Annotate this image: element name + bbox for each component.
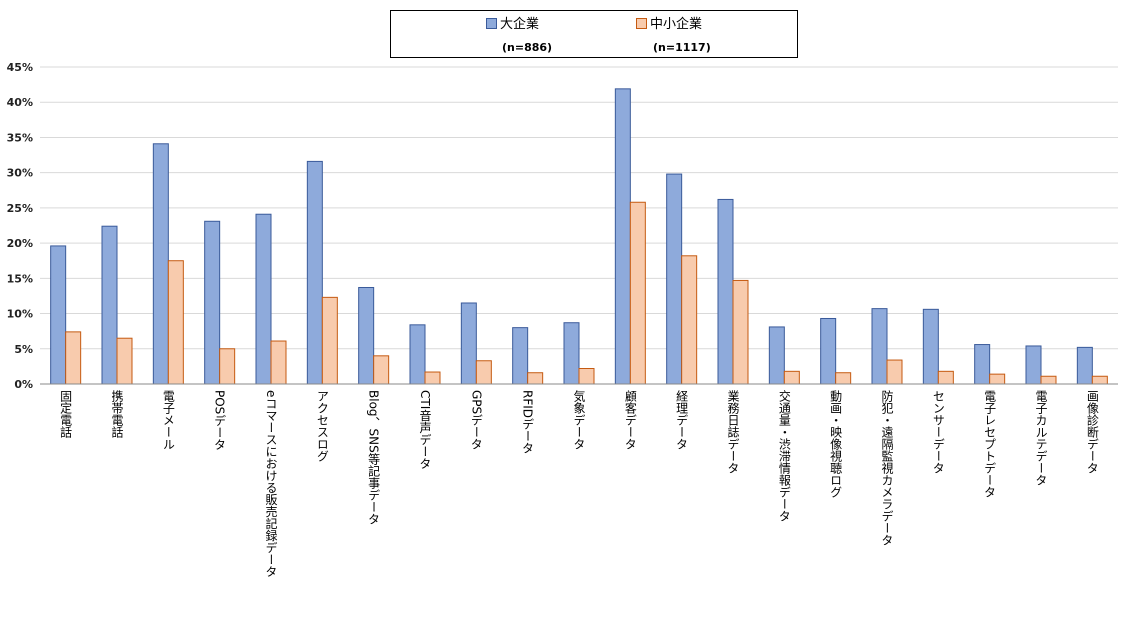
x-tick-label: 電子メール	[161, 390, 176, 450]
legend-swatch-sme	[636, 18, 647, 29]
x-tick-label: RFIDデータ	[520, 390, 535, 455]
bar-sme	[1091, 375, 1108, 385]
bar-sme	[732, 279, 749, 385]
y-tick-label: 15%	[7, 272, 33, 285]
legend: 大企業 (n=886) 中小企業 (n=1117)	[390, 10, 798, 58]
x-tick-label: 電子カルテデータ	[1034, 390, 1048, 486]
bar-large-enterprise	[512, 327, 529, 385]
y-tick-label: 40%	[7, 96, 33, 109]
x-tick-label: POSデータ	[212, 390, 227, 451]
x-tick-label: 画像診断データ	[1085, 390, 1100, 474]
y-tick-label: 25%	[7, 202, 33, 215]
bar-large-enterprise	[768, 326, 785, 385]
legend-n-sme: (n=1117)	[653, 41, 711, 54]
bar-large-enterprise	[409, 324, 426, 385]
x-tick-label: 動画・映像視聴ログ	[828, 390, 843, 498]
legend-label-sme: 中小企業	[650, 17, 703, 32]
x-tick-label: 気象データ	[572, 390, 586, 450]
y-tick-label: 45%	[7, 61, 33, 74]
bar-large-enterprise	[101, 225, 118, 385]
bar-sme	[886, 359, 903, 385]
bar-sme	[167, 260, 184, 385]
y-tick-label: 10%	[7, 308, 33, 321]
legend-swatch-large	[486, 18, 497, 29]
bars	[50, 88, 1108, 385]
x-tick-label: 顧客データ	[623, 390, 638, 450]
x-tick-label: eコマースにおける販売記録データ	[264, 390, 278, 578]
y-tick-label: 5%	[14, 343, 33, 356]
gridlines	[40, 66, 1118, 350]
bar-large-enterprise	[820, 317, 837, 385]
x-tick-label: 携帯電話	[110, 390, 124, 438]
bar-large-enterprise	[922, 308, 939, 385]
bar-large-enterprise	[204, 220, 221, 385]
y-tick-label: 0%	[14, 378, 33, 391]
y-tick-label: 20%	[7, 237, 33, 250]
bar-large-enterprise	[50, 245, 67, 385]
legend-item-sme: 中小企業	[636, 17, 702, 33]
bar-sme	[578, 368, 595, 385]
bar-large-enterprise	[306, 160, 323, 385]
bar-sme	[219, 348, 236, 385]
x-tick-label: Blog、SNS等記事データ	[366, 390, 381, 525]
y-tick-label: 30%	[7, 167, 33, 180]
bar-large-enterprise	[1076, 346, 1093, 385]
bar-large-enterprise	[614, 88, 631, 385]
bar-sme	[116, 337, 133, 385]
bar-sme	[475, 360, 492, 385]
bar-large-enterprise	[563, 322, 580, 385]
bar-sme	[65, 331, 82, 385]
x-tick-label: 固定電話	[58, 390, 73, 438]
bar-large-enterprise	[717, 198, 734, 385]
legend-label-large: 大企業	[500, 17, 540, 32]
legend-n-large: (n=886)	[502, 41, 553, 54]
bar-sme	[527, 372, 544, 385]
bar-sme	[783, 370, 800, 385]
bar-sme	[424, 371, 441, 385]
bar-sme	[1040, 375, 1057, 385]
bar-large-enterprise	[460, 302, 477, 385]
bar-sme	[321, 296, 338, 385]
bar-large-enterprise	[358, 286, 375, 385]
bar-sme	[270, 340, 287, 385]
bar-large-enterprise	[666, 173, 683, 385]
x-tick-label: アクセスログ	[315, 390, 330, 462]
y-axis-ticks: 0% 5% 10% 15% 20% 25% 30% 35% 40% 45%	[7, 61, 33, 391]
bar-large-enterprise	[152, 143, 169, 385]
x-tick-label: 経理データ	[674, 390, 689, 450]
legend-item-large: 大企業	[486, 17, 539, 33]
x-tick-label: CTI音声データ	[418, 390, 432, 470]
bar-large-enterprise	[1025, 345, 1042, 385]
bar-sme	[373, 355, 390, 385]
bar-large-enterprise	[871, 308, 888, 385]
x-tick-label: GPSデータ	[469, 390, 484, 451]
bar-large-enterprise	[974, 344, 991, 385]
x-tick-label: 電子レセプトデータ	[982, 390, 997, 498]
y-tick-label: 35%	[7, 131, 33, 144]
bar-sme	[937, 370, 954, 385]
x-tick-label: センサーデータ	[931, 390, 946, 474]
x-tick-label: 交通量・渋滞情報データ	[777, 390, 792, 522]
bar-sme	[681, 255, 698, 385]
x-tick-label: 業務日誌データ	[726, 390, 740, 474]
bar-large-enterprise	[255, 213, 272, 385]
bar-sme	[629, 201, 646, 385]
bar-sme	[835, 372, 852, 385]
bar-sme	[989, 373, 1006, 385]
x-tick-label: 防犯・遠隔監視カメラデータ	[880, 390, 894, 546]
